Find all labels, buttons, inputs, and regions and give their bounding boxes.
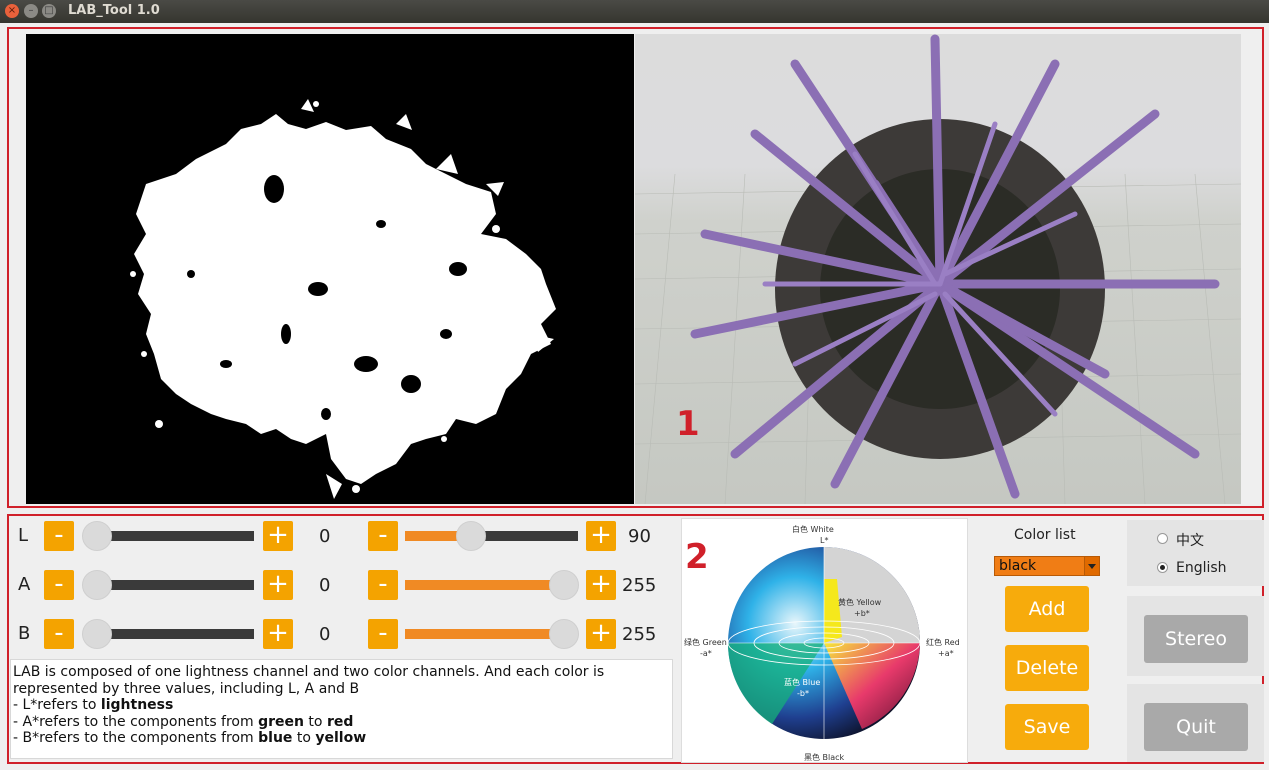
a-max-decrement-button[interactable]: - [368, 570, 398, 600]
quit-button[interactable]: Quit [1144, 703, 1248, 751]
english-radio[interactable] [1157, 562, 1168, 573]
sphere-l-axis-label: L* [820, 536, 829, 545]
info-l-prefix: - L*refers to [13, 697, 101, 713]
info-l-line: - L*refers to lightness [13, 697, 670, 714]
l-max-increment-button[interactable]: + [586, 521, 616, 551]
sphere-minus-a-label: -a* [700, 649, 712, 658]
b-min-slider-handle[interactable] [82, 619, 112, 649]
info-b-bold-yellow: yellow [315, 730, 367, 746]
channel-label: A [18, 574, 31, 595]
info-a-line: - A*refers to the components from green … [13, 714, 670, 731]
panel-number-2: 2 [685, 537, 709, 577]
english-radio-label: English [1176, 560, 1227, 576]
chevron-down-icon[interactable] [1084, 557, 1099, 575]
info-a-prefix: - A*refers to the components from [13, 713, 259, 730]
l-min-increment-button[interactable]: + [263, 521, 293, 551]
info-b-prefix: - B*refers to the components from [13, 730, 259, 746]
info-b-bold-blue: blue [258, 730, 293, 746]
sphere-blue-label: 蓝色 Blue [784, 678, 821, 687]
l-min-slider[interactable] [98, 531, 254, 541]
sphere-black-label: 黑色 Black [804, 753, 845, 762]
sphere-green-label: 绿色 Green [684, 638, 727, 647]
b-min-value: 0 [319, 624, 331, 645]
b-min-decrement-button[interactable]: - [44, 619, 74, 649]
info-intro: LAB is composed of one lightness channel… [13, 664, 605, 697]
chinese-radio[interactable] [1157, 533, 1168, 544]
add-button[interactable]: Add [1005, 586, 1089, 632]
a-min-decrement-button[interactable]: - [44, 570, 74, 600]
info-a-mid: to [303, 713, 327, 730]
info-b-line: - B*refers to the components from blue t… [13, 730, 670, 747]
a-min-value: 0 [319, 575, 331, 596]
minimize-window-button[interactable]: – [24, 4, 38, 18]
sphere-white-label: 白色 White [792, 525, 834, 534]
camera-photo-image [635, 34, 1241, 504]
sphere-plus-a-label: +a* [938, 649, 954, 658]
info-b-mid: to [292, 730, 316, 746]
l-min-slider-handle[interactable] [82, 521, 112, 551]
b-min-slider[interactable] [98, 629, 254, 639]
l-max-decrement-button[interactable]: - [368, 521, 398, 551]
panel-number-1: 1 [676, 404, 700, 444]
save-button[interactable]: Save [1005, 704, 1089, 750]
l-max-slider-handle[interactable] [456, 521, 486, 551]
a-min-increment-button[interactable]: + [263, 570, 293, 600]
title-bar: × – □ LAB_Tool 1.0 [0, 0, 1269, 23]
language-panel [1127, 520, 1264, 586]
color-select-value: black [999, 558, 1037, 574]
b-min-increment-button[interactable]: + [263, 619, 293, 649]
sphere-red-label: 红色 Red [926, 638, 960, 647]
info-a-bold-green: green [258, 713, 304, 730]
chinese-radio-label: 中文 [1176, 533, 1204, 549]
b-max-value: 255 [622, 624, 657, 645]
sphere-minus-b-label: -b* [797, 689, 809, 698]
b-max-slider-handle[interactable] [549, 619, 579, 649]
l-min-decrement-button[interactable]: - [44, 521, 74, 551]
l-max-value: 90 [628, 526, 651, 547]
a-max-increment-button[interactable]: + [586, 570, 616, 600]
lab-info-text: LAB is composed of one lightness channel… [10, 659, 673, 759]
display-panel-frame [7, 27, 1264, 508]
window-title: LAB_Tool 1.0 [68, 3, 160, 18]
stereo-button[interactable]: Stereo [1144, 615, 1248, 663]
l-min-value: 0 [319, 526, 331, 547]
a-max-slider-handle[interactable] [549, 570, 579, 600]
binary-mask-image [26, 34, 634, 504]
delete-button[interactable]: Delete [1005, 645, 1089, 691]
color-select-dropdown[interactable]: black [994, 556, 1100, 576]
b-max-increment-button[interactable]: + [586, 619, 616, 649]
lab-color-sphere: 白色 White L* 黄色 Yellow +b* 绿色 Green -a* 红… [681, 518, 968, 763]
info-a-bold-red: red [326, 713, 354, 730]
b-max-slider[interactable] [405, 629, 575, 639]
sphere-yellow-label: 黄色 Yellow [838, 598, 882, 607]
sphere-plus-b-label: +b* [854, 609, 870, 618]
maximize-window-button[interactable]: □ [42, 4, 56, 18]
lab-sphere-graphic [727, 547, 921, 739]
a-max-value: 255 [622, 575, 657, 596]
l-max-slider[interactable] [405, 531, 578, 541]
a-max-slider[interactable] [405, 580, 575, 590]
channel-label: B [18, 623, 31, 644]
close-window-button[interactable]: × [5, 4, 19, 18]
a-min-slider[interactable] [98, 580, 254, 590]
channel-label: L [18, 525, 29, 546]
b-max-decrement-button[interactable]: - [368, 619, 398, 649]
color-list-title: Color list [1014, 527, 1076, 543]
a-min-slider-handle[interactable] [82, 570, 112, 600]
info-l-bold: lightness [100, 697, 174, 713]
